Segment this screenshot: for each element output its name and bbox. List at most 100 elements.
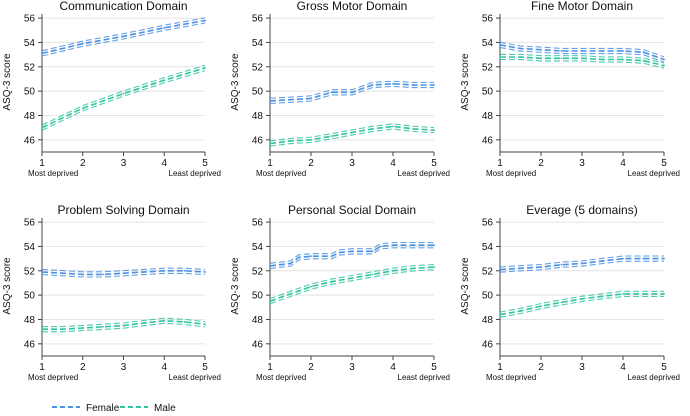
series-line: [41, 267, 206, 273]
series-male: [499, 290, 665, 318]
data-point: [310, 285, 312, 288]
x-tick-label: 2: [80, 158, 86, 169]
series-male: [41, 317, 206, 333]
data-point: [499, 43, 501, 46]
data-point: [338, 251, 341, 254]
data-point: [581, 297, 583, 300]
series-line: [41, 64, 206, 126]
y-axis-label: ASQ-3 score: [230, 53, 241, 111]
series-male: [269, 263, 435, 305]
legend-label-male: Male: [154, 403, 176, 414]
y-tick-label: 50: [24, 291, 36, 302]
x-tick-label: 2: [538, 362, 544, 373]
x-label-least-deprived: Least deprived: [628, 373, 680, 382]
series-line: [269, 80, 434, 99]
y-tick-label: 50: [482, 87, 494, 98]
data-point: [412, 84, 415, 86]
x-tick-label: 1: [497, 158, 503, 169]
series-line: [269, 123, 435, 142]
data-point: [540, 48, 542, 51]
data-point: [351, 131, 353, 134]
data-point: [601, 50, 604, 52]
x-tick-label: 1: [39, 158, 45, 169]
data-point: [204, 67, 206, 69]
y-tick-label: 48: [24, 315, 36, 326]
data-point: [297, 256, 300, 259]
y-tick-label: 54: [252, 242, 264, 253]
y-tick-label: 46: [252, 339, 264, 350]
data-point: [601, 260, 604, 262]
data-point: [663, 257, 665, 260]
x-tick-label: 1: [267, 362, 273, 373]
series-line: [499, 295, 664, 318]
data-point: [392, 125, 394, 128]
y-tick-label: 48: [252, 111, 264, 122]
x-tick-label: 5: [661, 362, 667, 373]
y-tick-label: 56: [482, 218, 494, 229]
x-tick-label: 1: [267, 158, 273, 169]
series-line: [269, 85, 434, 105]
data-point: [433, 266, 435, 269]
panel-title: Everage (5 domains): [526, 203, 637, 217]
series-male: [499, 53, 665, 69]
series-line: [41, 17, 206, 52]
data-point: [289, 262, 292, 265]
x-tick-label: 3: [349, 158, 355, 169]
data-point: [204, 19, 206, 22]
data-point: [61, 328, 64, 331]
y-tick-label: 54: [482, 38, 494, 49]
x-tick-label: 5: [431, 158, 437, 169]
data-point: [122, 35, 125, 38]
series-line: [499, 255, 664, 268]
x-tick-label: 2: [308, 158, 314, 169]
data-point: [330, 135, 333, 138]
series-female: [499, 41, 665, 63]
x-tick-label: 4: [390, 362, 396, 373]
y-tick-label: 46: [482, 135, 494, 146]
data-point: [269, 142, 271, 145]
data-point: [540, 305, 542, 307]
data-point: [330, 280, 333, 283]
data-point: [560, 301, 563, 304]
x-tick-label: 3: [349, 362, 355, 373]
series-line: [269, 263, 435, 300]
data-point: [371, 127, 374, 130]
x-tick-label: 5: [202, 158, 208, 169]
data-point: [560, 57, 563, 60]
panel-title: Gross Motor Domain: [297, 0, 408, 13]
data-point: [351, 250, 353, 253]
data-point: [540, 57, 542, 60]
y-tick-label: 52: [24, 266, 36, 277]
data-point: [122, 92, 125, 95]
data-point: [122, 324, 125, 327]
data-point: [601, 58, 604, 61]
y-tick-label: 56: [24, 218, 36, 229]
data-point: [499, 268, 501, 271]
data-point: [499, 56, 501, 58]
data-point: [351, 277, 353, 279]
data-point: [41, 52, 43, 55]
x-tick-label: 4: [161, 362, 167, 373]
data-point: [351, 91, 353, 94]
data-point: [642, 51, 645, 54]
data-point: [142, 322, 145, 325]
y-tick-label: 52: [482, 62, 494, 73]
series-female: [269, 242, 435, 270]
y-tick-label: 56: [24, 14, 36, 25]
data-point: [412, 267, 415, 270]
y-tick-label: 52: [252, 62, 264, 73]
legend: Female Male: [52, 403, 176, 414]
y-tick-label: 56: [252, 14, 264, 25]
series-line: [42, 317, 206, 328]
data-point: [41, 271, 43, 273]
series-line: [499, 41, 665, 58]
y-tick-label: 54: [252, 38, 264, 49]
x-label-most-deprived: Most deprived: [256, 373, 306, 382]
y-axis-label: ASQ-3 score: [460, 53, 471, 111]
x-tick-label: 5: [202, 362, 208, 373]
data-point: [642, 59, 645, 62]
data-point: [622, 293, 624, 295]
x-label-least-deprived: Least deprived: [398, 169, 450, 178]
